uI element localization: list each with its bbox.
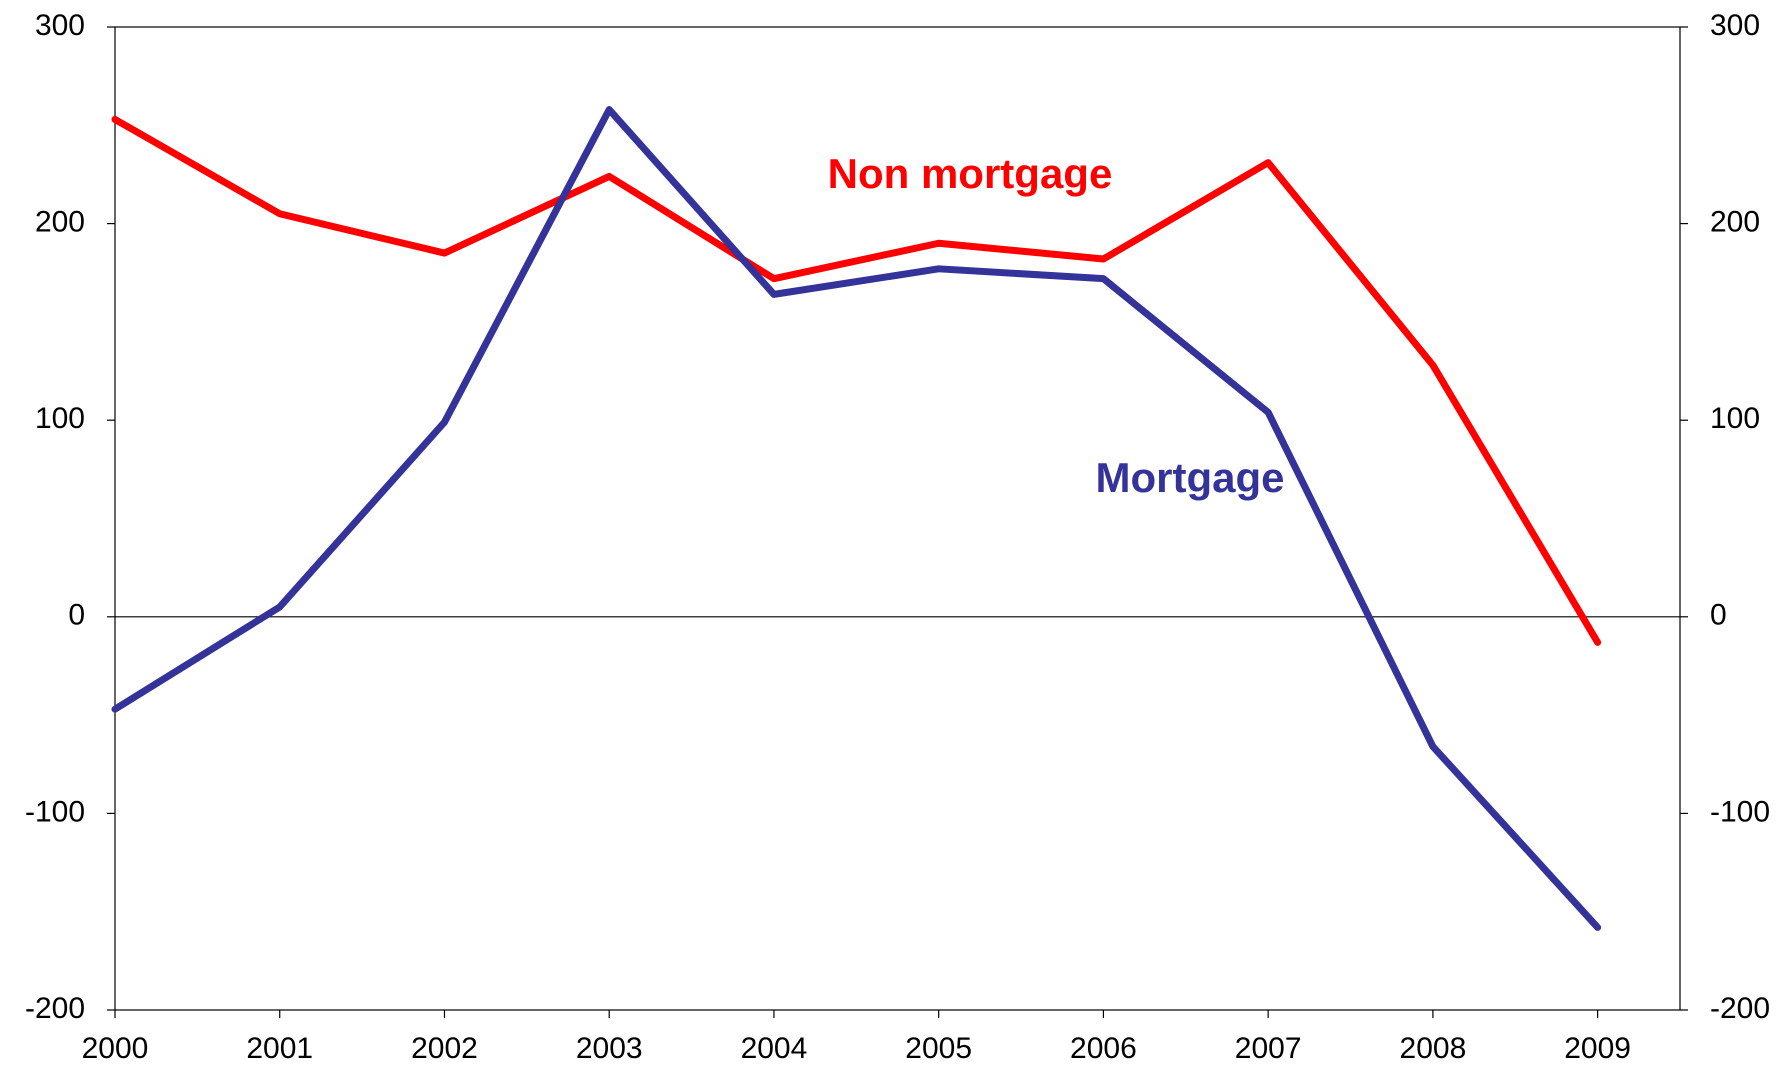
x-tick-label: 2009: [1564, 1032, 1631, 1065]
series-line: [111, 115, 1602, 646]
x-tick-label: 2000: [82, 1032, 149, 1065]
y2-tick-label: 100: [1710, 402, 1760, 435]
series-label: Mortgage: [1096, 454, 1285, 501]
y2-tick-label: 300: [1710, 9, 1760, 42]
series-label: Non mortgage: [828, 150, 1113, 197]
y-tick-label: 100: [35, 402, 85, 435]
y-tick-label: 0: [68, 599, 85, 632]
y2-tick-label: 0: [1710, 599, 1727, 632]
x-tick-label: 2002: [411, 1032, 478, 1065]
y-tick-label: -200: [25, 992, 85, 1025]
x-tick-label: 2003: [576, 1032, 643, 1065]
y2-tick-label: -200: [1710, 992, 1770, 1025]
y-tick-label: -100: [25, 795, 85, 828]
y-tick-label: 200: [35, 206, 85, 239]
series-line: [111, 106, 1602, 931]
y2-tick-label: 200: [1710, 206, 1760, 239]
x-tick-label: 2001: [246, 1032, 313, 1065]
plot-frame: [114, 26, 1681, 1011]
x-tick-label: 2007: [1235, 1032, 1302, 1065]
x-tick-label: 2008: [1400, 1032, 1467, 1065]
y-tick-label: 300: [35, 9, 85, 42]
x-tick-label: 2006: [1070, 1032, 1137, 1065]
x-tick-label: 2004: [741, 1032, 808, 1065]
y2-tick-label: -100: [1710, 795, 1770, 828]
x-tick-label: 2005: [905, 1032, 972, 1065]
